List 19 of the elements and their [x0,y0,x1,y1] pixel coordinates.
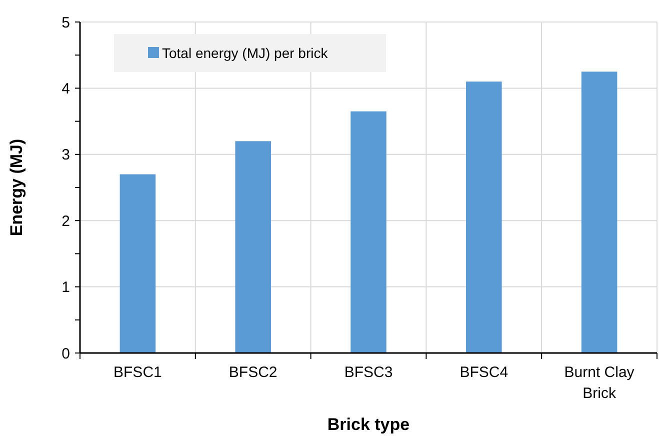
bar [235,141,271,353]
y-tick-label: 3 [62,146,70,164]
y-axis-title: Energy (MJ) [7,138,26,236]
bar [466,82,502,353]
x-tick-label: BFSC4 [460,364,508,381]
y-tick-label: 5 [62,14,70,32]
y-tick-label: 0 [62,345,70,362]
x-tick-label: Burnt Clay Brick [564,364,635,402]
x-tick-label: BFSC3 [344,364,393,381]
y-tick-label: 2 [62,212,70,230]
legend-label: Total energy (MJ) per brick [162,44,329,61]
bar [581,72,618,353]
bar [350,111,386,353]
bar [120,174,156,353]
x-axis-title: Brick type [327,415,410,434]
x-tick-label: BFSC1 [114,364,162,381]
x-tick-label: BFSC2 [228,364,278,381]
y-tick-label: 4 [62,80,70,98]
y-tick-label: 1 [62,279,70,296]
